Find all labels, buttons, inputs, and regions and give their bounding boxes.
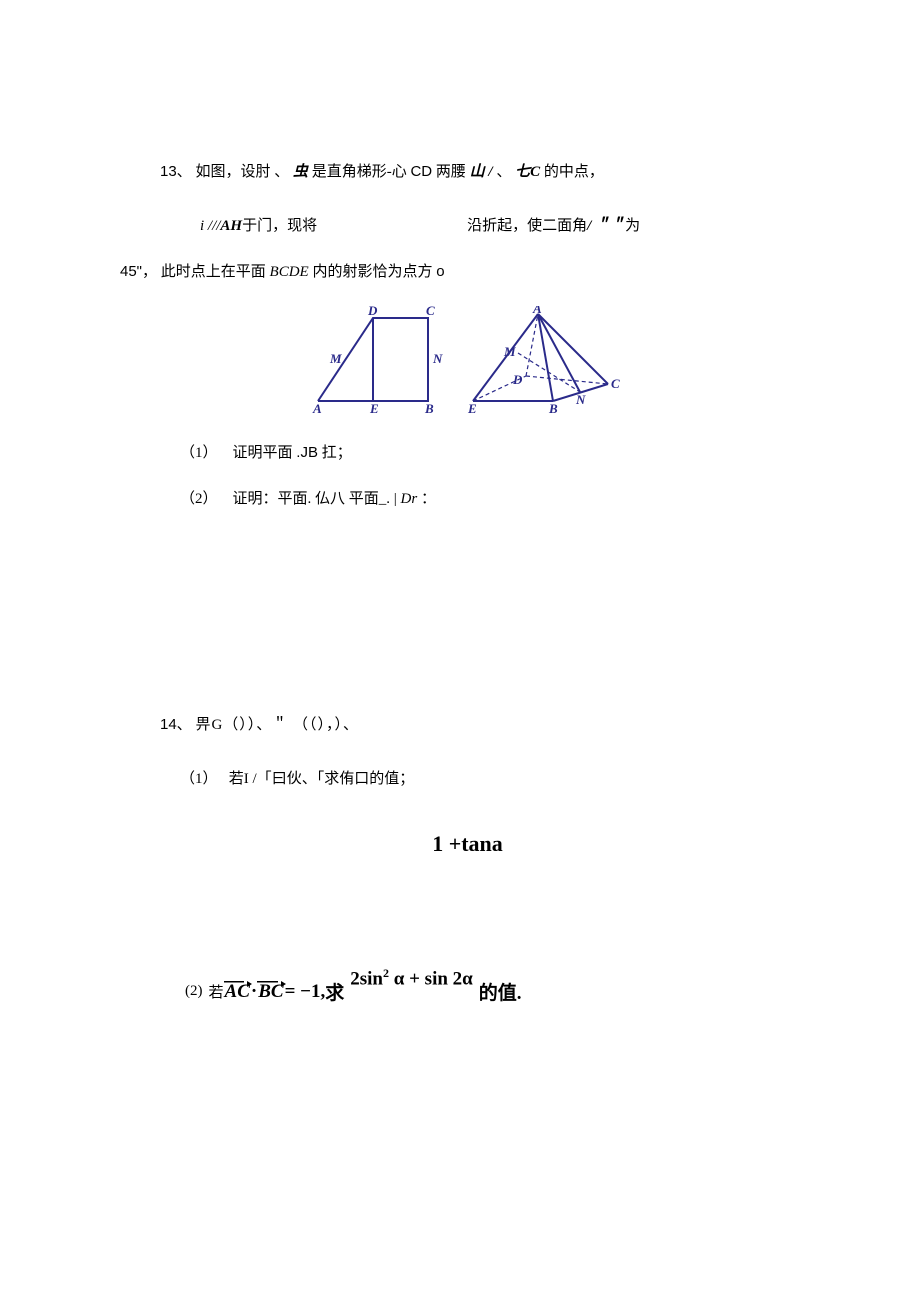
lbl-A-left: A: [312, 401, 322, 416]
q14-sub1-num: （1）: [180, 771, 218, 787]
lbl-D-left: D: [367, 306, 378, 318]
q14-number: 14、: [160, 716, 192, 733]
q13-figure: A E B D C M N A E B C N M D: [135, 306, 800, 416]
q14-sub2-a: 若: [209, 981, 224, 1002]
q13-line2: i /// AH 于门，现将 沿折起，使二面角 / ＂＂ 为: [135, 214, 800, 238]
lbl-M-left: M: [329, 351, 342, 366]
q13-l2d: 沿折起，使二面角: [467, 214, 587, 238]
frac-top-b: α + sin 2α: [389, 968, 473, 989]
q13-line3: 45"， 此时点上在平面 BCDE 内的射影恰为点方 o: [120, 260, 800, 284]
lbl-C-left: C: [426, 306, 435, 318]
q13-l3a: 45"，: [120, 263, 157, 280]
q13-sub1-num: （1）: [180, 445, 218, 461]
q13-number: 13、: [160, 163, 192, 180]
q14-line1: 14、 畀G（））、＂ （（），）、: [135, 713, 800, 737]
vec-AC: AC: [224, 981, 251, 1003]
q13-l1c: 是直角梯形-心: [312, 164, 407, 180]
q14-sub1: （1） 若I /「曰伙、「求侑口的值；: [135, 767, 800, 791]
figure-left: A E B D C M N: [312, 306, 443, 416]
q13-l1f: 山 /: [470, 164, 493, 180]
q14-sub1-b: 曰伙、「求侑口的值；: [272, 771, 415, 787]
q13-l1g: 、: [496, 164, 511, 180]
q13-line1: 13、 如图，设肘 、 虫 是直角梯形-心 CD 两腰 山 / 、 七C 的中点…: [135, 160, 800, 184]
eq: = −1,: [285, 981, 326, 1003]
q13-l3e: o: [436, 263, 444, 280]
q13-l2f: 为: [625, 214, 640, 238]
lbl-B-left: B: [424, 401, 434, 416]
q13-l1h: 七C: [515, 164, 540, 180]
q13-l1i: 的中点，: [544, 164, 604, 180]
lbl-M-right: M: [503, 344, 516, 359]
q13-sub2: （2） 证明：平面. 仏八 平面_. | Dr ：: [135, 487, 800, 511]
q13-sub2-num: （2）: [180, 491, 218, 507]
q13-l1d: CD: [410, 163, 432, 180]
q13-l2e: / ＂＂: [587, 214, 625, 238]
figure-right: A E B C N M D: [467, 306, 620, 416]
lbl-D-right: D: [512, 372, 523, 387]
lbl-C-right: C: [611, 376, 620, 391]
frac-top-a: 2sin: [350, 968, 383, 989]
q13-l1a: 如图，设肘 、: [195, 164, 289, 180]
lbl-A-right: A: [532, 306, 542, 316]
vec-BC: BC: [257, 981, 284, 1003]
q13-l3b: 此时点上在平面: [161, 264, 266, 280]
qiu: 求: [325, 978, 344, 1005]
q13-sub2-c: ：: [421, 491, 436, 507]
lbl-B-right: B: [548, 401, 558, 416]
q13-l1e: 两腰: [436, 164, 466, 180]
q13-sub2-text: 证明：平面. 仏八 平面_. |: [233, 491, 397, 507]
q13-sub1-c: 扛；: [322, 445, 352, 461]
trail: 的值.: [479, 978, 522, 1005]
q14-fraction: 2sin2 α + sin 2α x: [347, 967, 476, 1016]
q13-sub2-b: Dr: [401, 491, 418, 507]
q13-l2c: 于门，现将: [242, 214, 317, 238]
q14-l1: 畀G（））、＂ （（），）、: [195, 717, 359, 733]
q13-sub1-text: 证明平面: [233, 445, 293, 461]
q13-sub1: （1） 证明平面 .JB 扛；: [135, 441, 800, 465]
q13-l1b: 虫: [293, 164, 308, 180]
q13-l2b: AH: [220, 214, 242, 238]
lbl-E-left: E: [369, 401, 379, 416]
q14-formula-center: 1 +tana: [135, 831, 800, 857]
q13-l2a: i ///: [200, 214, 220, 238]
q13-sub1-b: .JB: [296, 444, 318, 461]
q14-sub1-text: 若I /「: [229, 771, 272, 787]
q14-math: AC · BC = −1,: [224, 981, 326, 1003]
q13-l3d: 内的射影恰为点方: [312, 264, 432, 280]
q14-sub2: (2) 若 AC · BC = −1, 求 2sin2 α + sin 2α x…: [135, 967, 800, 1016]
q14-sub2-num: (2): [185, 983, 203, 1000]
q13-figure-svg: A E B D C M N A E B C N M D: [308, 306, 628, 416]
lbl-E-right: E: [467, 401, 477, 416]
lbl-N-left: N: [432, 351, 443, 366]
lbl-N-right: N: [575, 392, 586, 407]
q13-l3c: BCDE: [270, 264, 309, 280]
